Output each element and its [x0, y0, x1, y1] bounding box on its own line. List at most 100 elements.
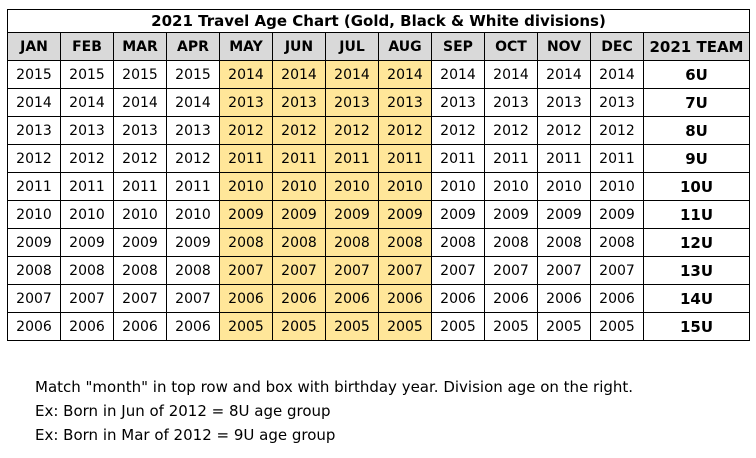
birth-year-cell: 2006: [431, 284, 485, 313]
example-line: Ex: Born in Jun of 2012 = 8U age group: [35, 402, 331, 420]
birth-year-cell: 2006: [7, 312, 61, 341]
birth-year-cell: 2010: [113, 200, 167, 229]
birth-year-cell: 2013: [590, 88, 644, 117]
birth-year-cell: 2008: [378, 228, 432, 257]
birth-year-cell: 2009: [60, 228, 114, 257]
birth-year-cell: 2010: [537, 172, 591, 201]
birth-year-cell: 2011: [325, 144, 379, 173]
birth-year-cell: 2005: [537, 312, 591, 341]
chart-title: 2021 Travel Age Chart (Gold, Black & Whi…: [7, 9, 750, 33]
birth-year-cell: 2014: [7, 88, 61, 117]
table-row: 2015 2015 2015 2015 2014 2014 2014 2014 2014 2014…: [7, 60, 750, 89]
birth-year-cell: 2010: [219, 172, 273, 201]
birth-year-cell: 2013: [219, 88, 273, 117]
birth-year-cell: 2009: [7, 228, 61, 257]
birth-year-cell: 2007: [484, 256, 538, 285]
birth-year-cell: 2008: [484, 228, 538, 257]
team-age-cell: 13U: [643, 256, 750, 285]
birth-year-cell: 2012: [590, 116, 644, 145]
table-row: 2008 2008 2008 2008 2007 2007 2007 2007 2007 2007…: [7, 256, 750, 285]
birth-year-cell: 2008: [219, 228, 273, 257]
birth-year-cell: 2013: [325, 88, 379, 117]
table-row: 2014 2014 2014 2014 2013 2013 2013 2013 2013 2013…: [7, 88, 750, 117]
month-header-aug: AUG: [378, 32, 432, 61]
birth-year-cell: 2011: [590, 144, 644, 173]
instructions: Match "month" in top row and box with bi…: [35, 375, 633, 447]
birth-year-cell: 2008: [113, 256, 167, 285]
birth-year-cell: 2013: [166, 116, 220, 145]
birth-year-cell: 2014: [325, 60, 379, 89]
birth-year-cell: 2012: [484, 116, 538, 145]
birth-year-cell: 2014: [166, 88, 220, 117]
birth-year-cell: 2005: [431, 312, 485, 341]
birth-year-cell: 2010: [590, 172, 644, 201]
birth-year-cell: 2010: [272, 172, 326, 201]
birth-year-cell: 2006: [378, 284, 432, 313]
birth-year-cell: 2007: [431, 256, 485, 285]
table-body: 2015 2015 2015 2015 2014 2014 2014 2014 2014 2014…: [7, 60, 750, 341]
birth-year-cell: 2015: [166, 60, 220, 89]
month-header-nov: NOV: [537, 32, 591, 61]
birth-year-cell: 2007: [325, 256, 379, 285]
birth-year-cell: 2010: [484, 172, 538, 201]
birth-year-cell: 2012: [7, 144, 61, 173]
birth-year-cell: 2007: [113, 284, 167, 313]
birth-year-cell: 2009: [219, 200, 273, 229]
birth-year-cell: 2007: [590, 256, 644, 285]
instruction-line: Match "month" in top row and box with bi…: [35, 378, 634, 396]
birth-year-cell: 2005: [378, 312, 432, 341]
birth-year-cell: 2015: [60, 60, 114, 89]
month-header-jan: JAN: [7, 32, 61, 61]
birth-year-cell: 2008: [537, 228, 591, 257]
birth-year-cell: 2011: [60, 172, 114, 201]
birth-year-cell: 2005: [484, 312, 538, 341]
birth-year-cell: 2006: [113, 312, 167, 341]
birth-year-cell: 2010: [431, 172, 485, 201]
birth-year-cell: 2014: [219, 60, 273, 89]
birth-year-cell: 2006: [484, 284, 538, 313]
birth-year-cell: 2014: [60, 88, 114, 117]
age-chart-table: 2021 Travel Age Chart (Gold, Black & Whi…: [7, 9, 750, 341]
birth-year-cell: 2012: [431, 116, 485, 145]
birth-year-cell: 2008: [7, 256, 61, 285]
birth-year-cell: 2010: [378, 172, 432, 201]
table-row: 2009 2009 2009 2009 2008 2008 2008 2008 2008 2008…: [7, 228, 750, 257]
birth-year-cell: 2015: [113, 60, 167, 89]
birth-year-cell: 2011: [272, 144, 326, 173]
month-header-jun: JUN: [272, 32, 326, 61]
table-row: 2010 2010 2010 2010 2009 2009 2009 2009 2009 2009…: [7, 200, 750, 229]
birth-year-cell: 2008: [590, 228, 644, 257]
team-age-cell: 12U: [643, 228, 750, 257]
birth-year-cell: 2007: [60, 284, 114, 313]
team-age-cell: 15U: [643, 312, 750, 341]
birth-year-cell: 2008: [60, 256, 114, 285]
birth-year-cell: 2013: [272, 88, 326, 117]
team-age-cell: 8U: [643, 116, 750, 145]
month-header-dec: DEC: [590, 32, 644, 61]
birth-year-cell: 2007: [166, 284, 220, 313]
month-header-mar: MAR: [113, 32, 167, 61]
birth-year-cell: 2014: [484, 60, 538, 89]
birth-year-cell: 2014: [113, 88, 167, 117]
birth-year-cell: 2009: [166, 228, 220, 257]
month-header-apr: APR: [166, 32, 220, 61]
birth-year-cell: 2005: [325, 312, 379, 341]
birth-year-cell: 2006: [219, 284, 273, 313]
month-header-may: MAY: [219, 32, 273, 61]
birth-year-cell: 2009: [113, 228, 167, 257]
birth-year-cell: 2011: [378, 144, 432, 173]
birth-year-cell: 2010: [166, 200, 220, 229]
birth-year-cell: 2009: [378, 200, 432, 229]
birth-year-cell: 2008: [166, 256, 220, 285]
team-age-cell: 10U: [643, 172, 750, 201]
birth-year-cell: 2014: [272, 60, 326, 89]
month-header-jul: JUL: [325, 32, 379, 61]
birth-year-cell: 2015: [7, 60, 61, 89]
birth-year-cell: 2008: [272, 228, 326, 257]
birth-year-cell: 2011: [537, 144, 591, 173]
month-header-oct: OCT: [484, 32, 538, 61]
birth-year-cell: 2011: [7, 172, 61, 201]
birth-year-cell: 2013: [484, 88, 538, 117]
birth-year-cell: 2006: [272, 284, 326, 313]
team-column-header: 2021 TEAM: [643, 32, 750, 61]
